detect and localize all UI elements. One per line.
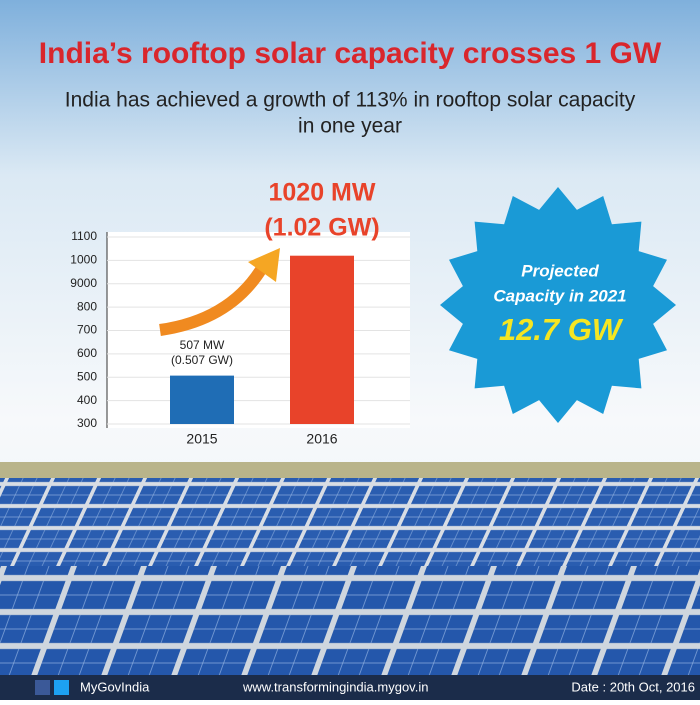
subtitle: in one year — [298, 115, 402, 138]
footer-date: Date : 20th Oct, 2016 — [571, 679, 695, 694]
footer-bar — [0, 675, 700, 700]
facebook-icon[interactable] — [35, 680, 50, 695]
value-label: 1020 MW — [269, 179, 376, 207]
badge-text: Capacity in 2021 — [493, 286, 626, 305]
subtitle: India has achieved a growth of 113% in r… — [65, 89, 636, 112]
x-tick-label: 2016 — [306, 431, 337, 447]
y-tick-label: 700 — [77, 323, 97, 337]
growth-arrow — [159, 264, 268, 336]
bar-chart: 300 400 500 600 700 800 9000 1000 1100 2015 2016 50… — [70, 179, 410, 447]
bar — [170, 375, 234, 424]
badge-text: Projected — [521, 261, 599, 280]
y-tick-label: 400 — [77, 393, 97, 407]
solar-field-far — [0, 478, 700, 566]
solar-field-near — [0, 566, 700, 675]
growth-arrow-head — [248, 248, 280, 282]
value-label: (0.507 GW) — [171, 353, 233, 367]
y-tick-label: 9000 — [70, 276, 97, 290]
bar — [290, 255, 354, 424]
value-label: (1.02 GW) — [264, 214, 379, 242]
y-tick-label: 1000 — [70, 253, 97, 267]
badge-burst — [440, 187, 676, 423]
value-label: 507 MW — [180, 338, 225, 352]
x-tick-label: 2015 — [186, 431, 217, 447]
y-tick-label: 800 — [77, 299, 97, 313]
badge-value: 12.7 GW — [499, 312, 624, 347]
title: India’s rooftop solar capacity crosses 1… — [39, 37, 662, 70]
twitter-icon[interactable] — [54, 680, 69, 695]
y-tick-label: 500 — [77, 369, 97, 383]
y-tick-label: 1100 — [71, 229, 97, 243]
footer-url[interactable]: www.transformingindia.mygov.in — [242, 679, 428, 694]
footer-handle: MyGovIndia — [80, 679, 150, 694]
y-tick-label: 600 — [77, 346, 97, 360]
y-tick-label: 300 — [77, 416, 97, 430]
